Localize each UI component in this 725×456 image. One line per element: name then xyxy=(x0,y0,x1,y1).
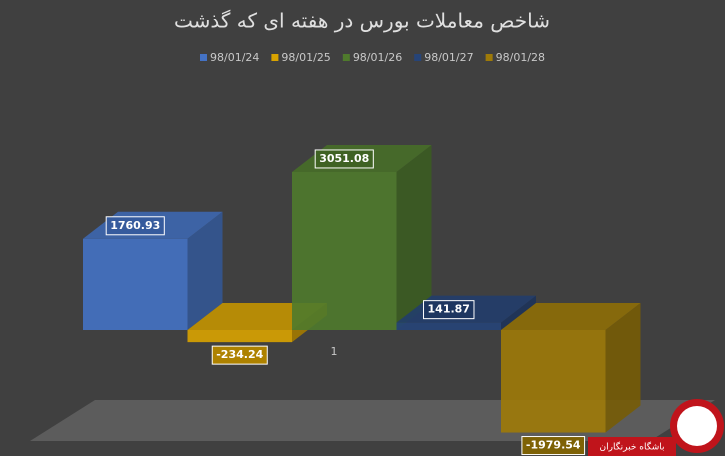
bar xyxy=(83,238,188,330)
bar xyxy=(187,330,292,343)
bar-side xyxy=(187,211,223,330)
bar xyxy=(501,330,606,433)
legend-swatch xyxy=(271,54,279,61)
legend-swatch xyxy=(200,54,207,61)
bar-side xyxy=(605,303,641,433)
legend-label: 98/01/27 xyxy=(424,51,473,64)
bar xyxy=(396,322,501,330)
value-label: 3051.08 xyxy=(319,152,369,165)
value-label-box xyxy=(105,216,165,236)
value-label-box xyxy=(521,436,586,456)
value-label-box xyxy=(211,345,268,365)
legend-swatch xyxy=(485,54,493,61)
value-label: 1760.93 xyxy=(110,219,160,232)
legend-label: 98/01/25 xyxy=(281,51,330,64)
value-label-box xyxy=(423,300,475,320)
value-label: -1979.54 xyxy=(526,439,581,452)
legend-swatch xyxy=(414,54,422,61)
logo-inner xyxy=(677,406,717,446)
bar-side xyxy=(501,295,536,330)
legend-swatch xyxy=(342,54,350,61)
bar-side xyxy=(396,144,432,330)
logo-banner xyxy=(588,437,676,456)
value-label-box xyxy=(314,149,374,169)
watermark-logo: باشگاه خبرنگاران xyxy=(588,399,724,456)
chart-title: شاخص معاملات بورس در هفته ای که گذشت xyxy=(174,9,550,33)
bar-top xyxy=(501,303,641,330)
x-tick-label: 1 xyxy=(331,345,338,358)
legend-label: 98/01/26 xyxy=(353,51,402,64)
value-label: 141.87 xyxy=(428,303,470,316)
legend-label: 98/01/24 xyxy=(210,51,259,64)
watermark-text: باشگاه خبرنگاران xyxy=(600,441,665,453)
legend-label: 98/01/28 xyxy=(496,51,545,64)
bar xyxy=(292,171,397,330)
value-label: -234.24 xyxy=(216,348,263,361)
